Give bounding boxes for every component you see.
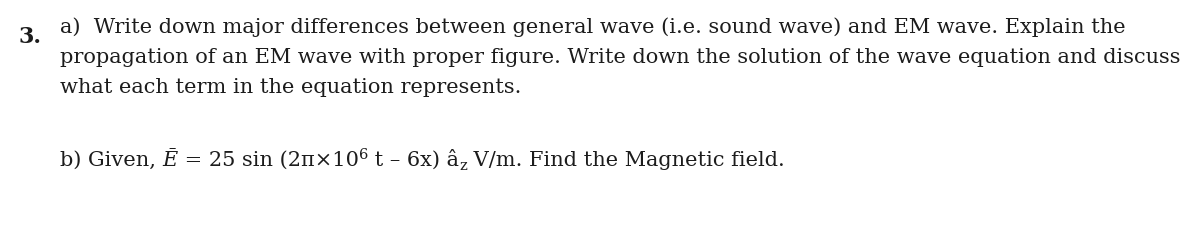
Text: 3.: 3. [18,26,41,48]
Text: = 25 sin (2π×10: = 25 sin (2π×10 [178,150,359,169]
Text: V/m. Find the Magnetic field.: V/m. Find the Magnetic field. [467,150,785,169]
Text: what each term in the equation represents.: what each term in the equation represent… [60,78,521,97]
Text: Ē: Ē [162,150,178,169]
Text: t – 6x) â: t – 6x) â [368,149,460,169]
Text: z: z [460,158,467,172]
Text: 6: 6 [359,147,368,161]
Text: b) Given,: b) Given, [60,150,162,169]
Text: a)  Write down major differences between general wave (i.e. sound wave) and EM w: a) Write down major differences between … [60,17,1126,37]
Text: propagation of an EM wave with proper figure. Write down the solution of the wav: propagation of an EM wave with proper fi… [60,48,1181,67]
